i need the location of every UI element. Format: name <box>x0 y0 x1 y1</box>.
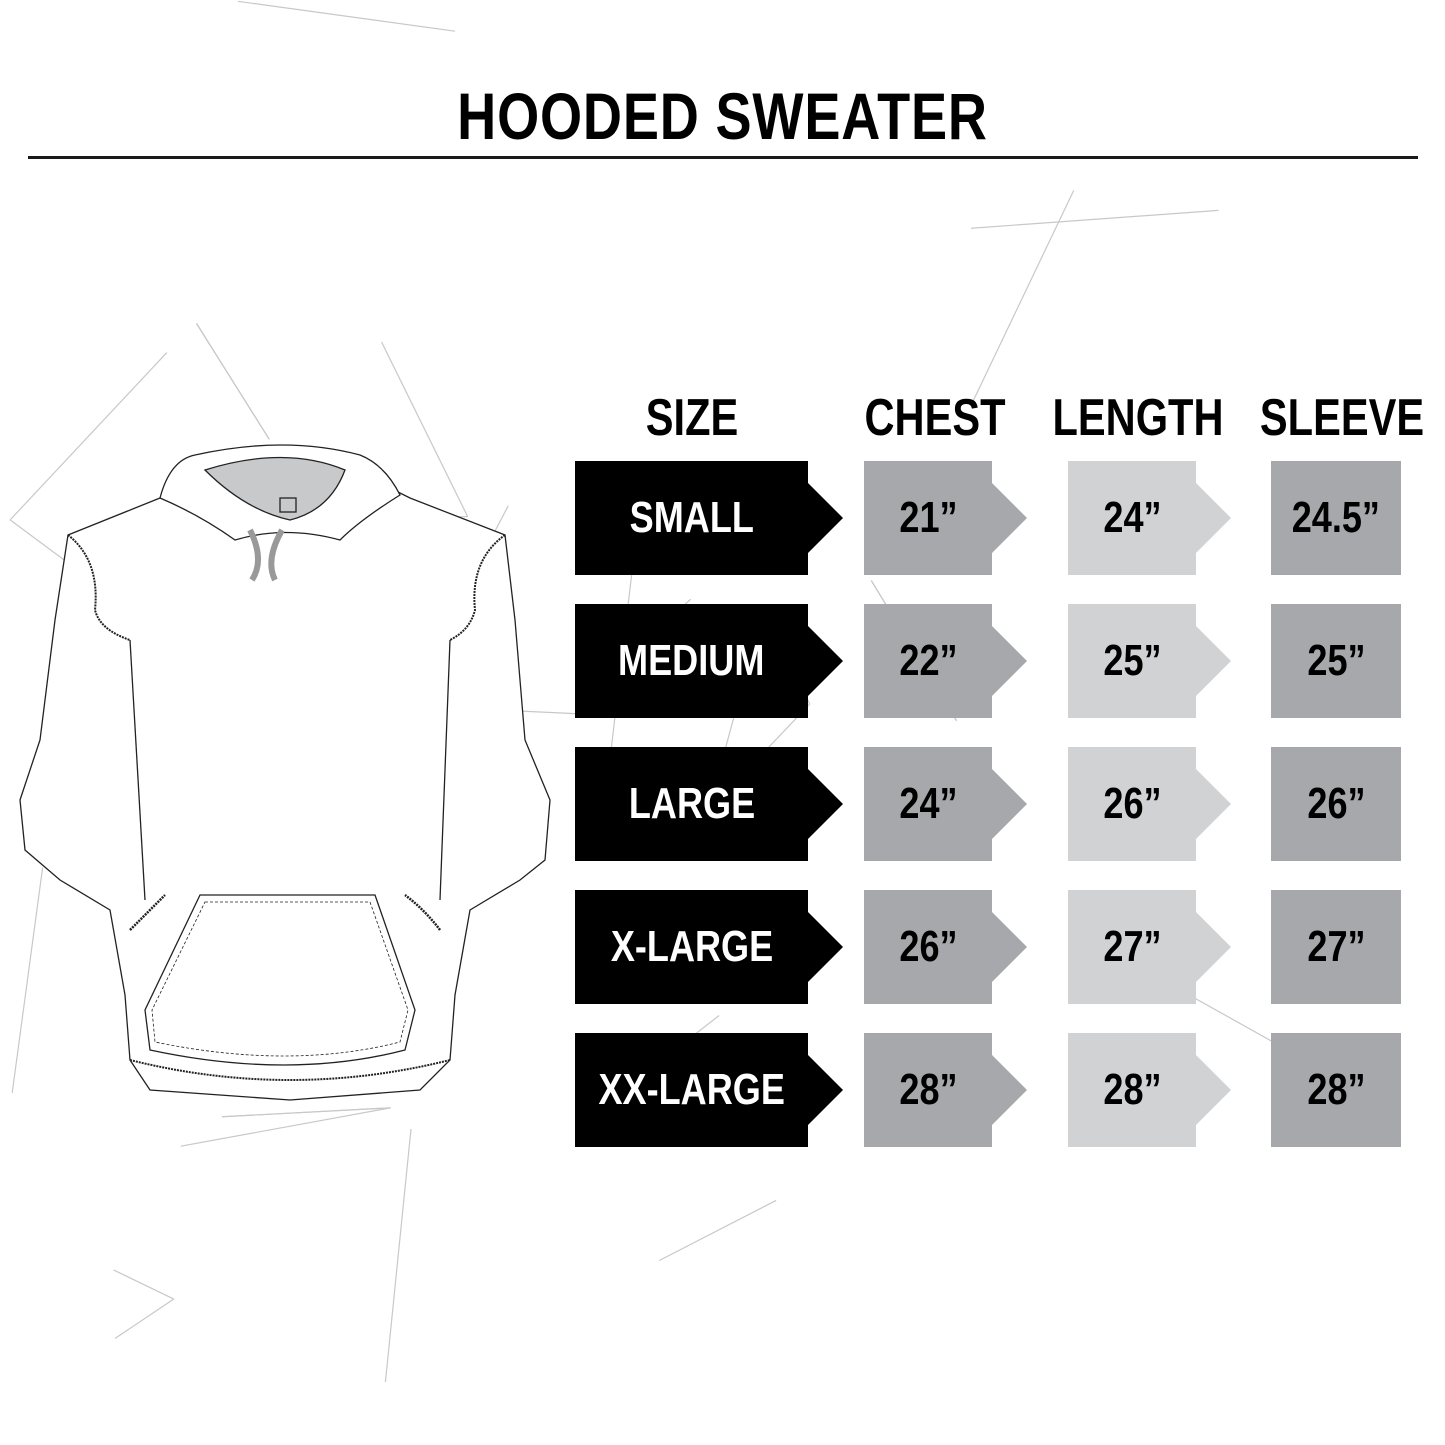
sleeve-value: 24.5” <box>1291 493 1381 542</box>
header-chest: CHEST <box>864 389 1006 447</box>
arrow-pointer <box>808 769 843 839</box>
pattern-line <box>114 1298 175 1339</box>
length-value: 25” <box>1102 636 1162 685</box>
length-value: 24” <box>1102 493 1162 542</box>
arrow-pointer <box>992 483 1027 553</box>
chest-cell: 22” <box>864 604 992 718</box>
pattern-line <box>970 190 1075 407</box>
size-value: MEDIUM <box>618 636 765 685</box>
size-cell: X-LARGE <box>575 890 808 1004</box>
sleeve-cell: 27” <box>1271 890 1401 1004</box>
arrow-pointer <box>808 483 843 553</box>
length-cell: 24” <box>1068 461 1196 575</box>
pattern-line <box>113 1269 175 1300</box>
sleeve-cell: 26” <box>1271 747 1401 861</box>
pattern-line <box>196 323 270 440</box>
length-cell: 27” <box>1068 890 1196 1004</box>
chest-value: 28” <box>898 1065 958 1114</box>
length-value: 26” <box>1102 779 1162 828</box>
pattern-line <box>384 1128 412 1383</box>
sleeve-cell: 24.5” <box>1271 461 1401 575</box>
sleeve-value: 28” <box>1306 1065 1366 1114</box>
pattern-line <box>237 0 456 32</box>
length-cell: 25” <box>1068 604 1196 718</box>
arrow-pointer <box>1196 626 1231 696</box>
length-value: 28” <box>1102 1065 1162 1114</box>
length-value: 27” <box>1102 922 1162 971</box>
header-sleeve: SLEEVE <box>1259 389 1425 447</box>
arrow-pointer <box>992 626 1027 696</box>
arrow-pointer <box>1196 769 1231 839</box>
chest-cell: 28” <box>864 1033 992 1147</box>
arrow-pointer <box>808 1055 843 1125</box>
sleeve-cell: 28” <box>1271 1033 1401 1147</box>
sleeve-cell: 25” <box>1271 604 1401 718</box>
pattern-line <box>11 867 44 1093</box>
arrow-pointer <box>1196 483 1231 553</box>
arrow-pointer <box>992 1055 1027 1125</box>
title-divider <box>28 156 1418 159</box>
sleeve-value: 26” <box>1306 779 1366 828</box>
header-size: SIZE <box>645 389 739 447</box>
sleeve-value: 27” <box>1306 922 1366 971</box>
arrow-pointer <box>992 912 1027 982</box>
arrow-pointer <box>808 912 843 982</box>
pattern-line <box>221 1107 391 1118</box>
size-cell: MEDIUM <box>575 604 808 718</box>
pattern-line <box>970 209 1219 229</box>
chest-value: 21” <box>898 493 958 542</box>
pattern-line <box>381 341 469 517</box>
length-cell: 26” <box>1068 747 1196 861</box>
arrow-pointer <box>808 626 843 696</box>
chest-cell: 21” <box>864 461 992 575</box>
pattern-line <box>9 352 168 521</box>
size-cell: XX-LARGE <box>575 1033 808 1147</box>
chest-value: 22” <box>898 636 958 685</box>
chest-value: 26” <box>898 922 958 971</box>
arrow-pointer <box>1196 912 1231 982</box>
arrow-pointer <box>992 769 1027 839</box>
size-cell: LARGE <box>575 747 808 861</box>
page-title: HOODED SWEATER <box>457 79 988 153</box>
size-value: XX-LARGE <box>598 1065 785 1114</box>
arrow-pointer <box>1196 1055 1231 1125</box>
chest-cell: 24” <box>864 747 992 861</box>
size-value: SMALL <box>629 493 754 542</box>
pattern-line <box>180 1107 391 1147</box>
sleeve-value: 25” <box>1306 636 1366 685</box>
chest-value: 24” <box>898 779 958 828</box>
size-value: LARGE <box>628 779 755 828</box>
length-cell: 28” <box>1068 1033 1196 1147</box>
pattern-line <box>659 1199 777 1262</box>
header-length: LENGTH <box>1052 389 1224 447</box>
chest-cell: 26” <box>864 890 992 1004</box>
hoodie-illustration <box>19 444 551 1101</box>
size-value: X-LARGE <box>610 922 773 971</box>
size-cell: SMALL <box>575 461 808 575</box>
